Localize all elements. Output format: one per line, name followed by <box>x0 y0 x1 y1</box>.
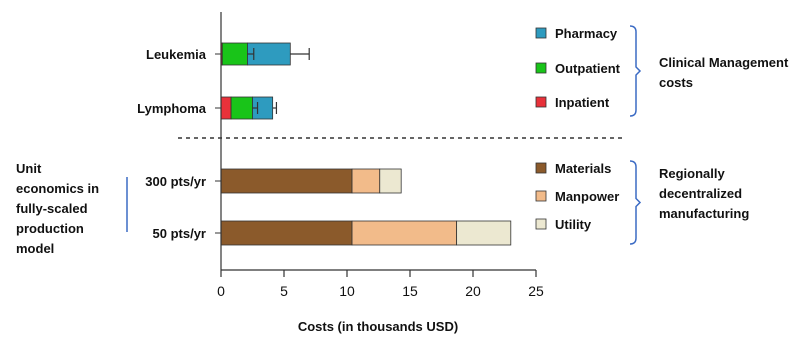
error-bars-layer <box>247 48 310 114</box>
category-label-leukemia: Leukemia <box>146 47 207 62</box>
group-label-manufacturing-line-1: decentralized <box>659 186 742 201</box>
legend-swatch-utility <box>535 218 547 230</box>
axes-layer: 0 5 10 15 20 25 <box>178 12 626 299</box>
legends-layer: Pharmacy Outpatient Inpatient Materials Manp… <box>126 25 642 245</box>
bar-50-pts-yr-manpower <box>351 220 458 246</box>
group-label-unit-economics-line-2: fully-scaled <box>16 201 88 216</box>
bar-lymphoma-inpatient <box>220 96 232 120</box>
legend-label-inpatient: Inpatient <box>555 95 610 110</box>
bar-300-pts-yr-materials <box>220 168 353 194</box>
bars-layer <box>220 42 512 246</box>
group-label-unit-economics-line-4: model <box>16 241 54 256</box>
labels-layer: Leukemia Lymphoma 300 pts/yr 50 pts/yr Clini… <box>16 47 789 256</box>
group-label-unit-economics-line-1: economics in <box>16 181 99 196</box>
legend-swatch-manpower <box>535 190 547 202</box>
x-tick-label-20: 20 <box>465 283 481 299</box>
legend-swatch-outpatient <box>535 62 547 74</box>
bar-300-pts-yr-utility <box>379 168 402 194</box>
category-label-lymphoma: Lymphoma <box>137 101 207 116</box>
category-label-50-pts-yr: 50 pts/yr <box>153 226 206 241</box>
bar-lymphoma-outpatient <box>230 96 253 120</box>
bracket-clinical <box>629 25 642 117</box>
legend-swatch-pharmacy <box>535 27 547 39</box>
bar-leukemia-outpatient <box>221 42 248 66</box>
category-label-300-pts-yr: 300 pts/yr <box>145 174 206 189</box>
group-label-manufacturing-line-0: Regionally <box>659 166 726 181</box>
group-label-clinical-line-1: costs <box>659 75 693 90</box>
bracket-manufacturing <box>629 160 642 245</box>
group-label-unit-economics-line-0: Unit <box>16 161 42 176</box>
group-label-unit-economics-line-3: production <box>16 221 84 236</box>
group-label-manufacturing-line-2: manufacturing <box>659 206 749 221</box>
legend-label-materials: Materials <box>555 161 611 176</box>
bar-50-pts-yr-materials <box>220 220 353 246</box>
bar-50-pts-yr-utility <box>456 220 512 246</box>
bar-300-pts-yr-manpower <box>351 168 381 194</box>
x-tick-label-0: 0 <box>217 283 225 299</box>
x-tick-label-5: 5 <box>280 283 288 299</box>
group-label-clinical-line-0: Clinical Management <box>659 55 789 70</box>
x-axis-title: Costs (in thousands USD) <box>298 319 458 334</box>
legend-swatch-materials <box>535 162 547 174</box>
legend-label-pharmacy: Pharmacy <box>555 26 618 41</box>
x-tick-label-15: 15 <box>402 283 418 299</box>
legend-swatch-inpatient <box>535 96 547 108</box>
x-tick-label-25: 25 <box>528 283 544 299</box>
legend-label-outpatient: Outpatient <box>555 61 621 76</box>
legend-label-manpower: Manpower <box>555 189 619 204</box>
x-tick-label-10: 10 <box>339 283 355 299</box>
legend-label-utility: Utility <box>555 217 592 232</box>
